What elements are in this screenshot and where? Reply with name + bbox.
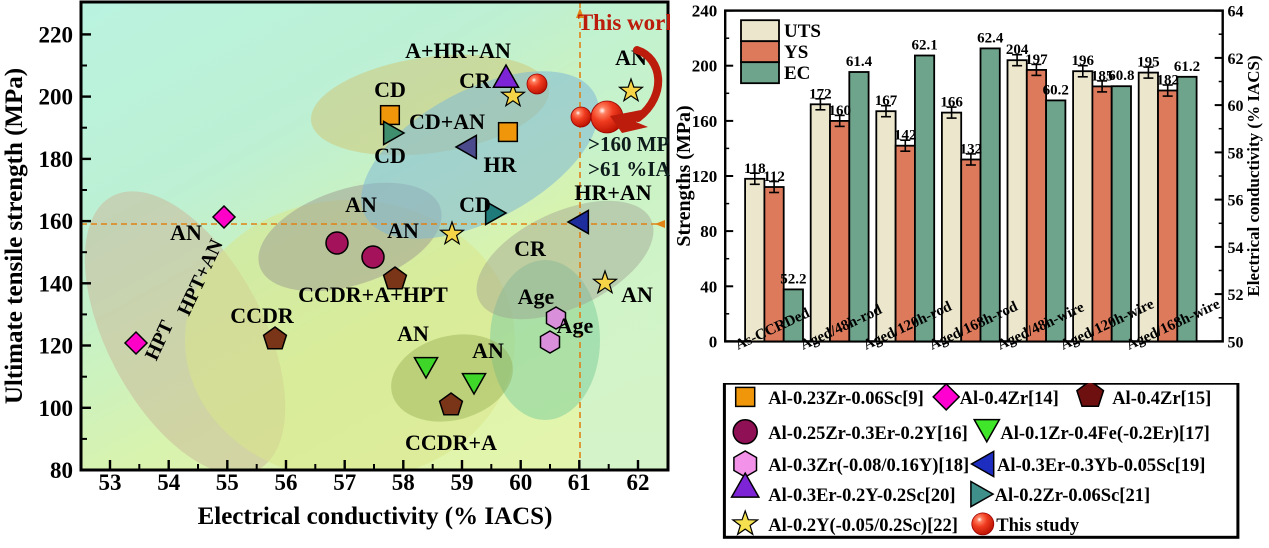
svg-text:CCDR: CCDR — [230, 303, 295, 328]
svg-text:62: 62 — [1228, 51, 1244, 68]
svg-text:This study: This study — [996, 516, 1080, 536]
svg-text:CR: CR — [514, 236, 547, 261]
svg-text:>61 %IACS: >61 %IACS — [588, 157, 670, 181]
svg-text:AN: AN — [387, 218, 419, 243]
svg-text:60: 60 — [1228, 98, 1244, 115]
svg-text:200: 200 — [692, 57, 718, 76]
svg-text:40: 40 — [700, 277, 717, 296]
svg-text:CCDR+A+HPT: CCDR+A+HPT — [298, 282, 448, 307]
svg-text:Al-0.4Zr[14]: Al-0.4Zr[14] — [960, 389, 1059, 409]
svg-text:120: 120 — [692, 167, 718, 186]
svg-text:52.2: 52.2 — [780, 271, 806, 287]
svg-text:Al-0.3Er-0.2Y-0.2Sc[20]: Al-0.3Er-0.2Y-0.2Sc[20] — [768, 486, 955, 506]
svg-text:>160 MPa: >160 MPa — [588, 132, 670, 156]
svg-text:58: 58 — [392, 470, 415, 495]
svg-text:UTS: UTS — [784, 21, 821, 42]
svg-text:61.2: 61.2 — [1174, 59, 1200, 75]
svg-text:Al-0.3Zr(-0.08/0.16Y)[18]: Al-0.3Zr(-0.08/0.16Y)[18] — [768, 456, 969, 476]
svg-text:Strengths (MPa): Strengths (MPa) — [673, 105, 695, 246]
svg-text:80: 80 — [50, 458, 73, 483]
svg-text:Al-0.1Zr-0.4Fe(-0.2Er)[17]: Al-0.1Zr-0.4Fe(-0.2Er)[17] — [1000, 424, 1209, 444]
svg-text:Al-0.2Y(-0.05/0.2Sc)[22]: Al-0.2Y(-0.05/0.2Sc)[22] — [768, 516, 958, 536]
svg-text:80: 80 — [700, 222, 717, 241]
svg-text:HR+AN: HR+AN — [574, 180, 651, 205]
svg-text:Electrical conductivity (% IAC: Electrical conductivity (% IACS) — [1244, 55, 1263, 296]
svg-text:CCDR+A: CCDR+A — [405, 430, 497, 455]
svg-text:HR: HR — [484, 152, 518, 177]
svg-text:CD: CD — [374, 77, 406, 102]
svg-text:59: 59 — [451, 470, 474, 495]
svg-text:YS: YS — [784, 42, 808, 63]
svg-text:57: 57 — [333, 470, 356, 495]
svg-text:62.1: 62.1 — [911, 38, 937, 54]
svg-text:CR: CR — [459, 68, 492, 93]
svg-text:AN: AN — [170, 220, 202, 245]
svg-text:CD: CD — [374, 143, 406, 168]
svg-text:Al-0.4Zr[15]: Al-0.4Zr[15] — [1112, 389, 1211, 409]
svg-text:Al-0.3Er-0.3Yb-0.05Sc[19]: Al-0.3Er-0.3Yb-0.05Sc[19] — [997, 456, 1205, 476]
svg-text:140: 140 — [39, 271, 74, 296]
svg-text:200: 200 — [39, 85, 74, 110]
svg-text:60: 60 — [509, 470, 532, 495]
svg-text:55: 55 — [216, 470, 239, 495]
svg-text:58: 58 — [1228, 145, 1244, 162]
svg-text:180: 180 — [39, 147, 74, 172]
svg-text:50: 50 — [1228, 334, 1244, 351]
svg-text:61: 61 — [568, 470, 591, 495]
svg-text:56: 56 — [1228, 193, 1244, 210]
svg-text:56: 56 — [275, 470, 298, 495]
svg-text:Age: Age — [557, 313, 594, 338]
svg-text:0: 0 — [709, 332, 718, 351]
svg-text:60.8: 60.8 — [1108, 68, 1134, 84]
svg-text:100: 100 — [39, 396, 74, 421]
svg-text:54: 54 — [157, 470, 181, 495]
svg-text:AN: AN — [397, 321, 429, 346]
svg-text:Electrical conductivity (% IAC: Electrical conductivity (% IACS) — [198, 503, 553, 530]
svg-text:Al-0.2Zr-0.06Sc[21]: Al-0.2Zr-0.06Sc[21] — [995, 486, 1151, 506]
svg-text:54: 54 — [1228, 240, 1244, 257]
svg-text:62.4: 62.4 — [977, 30, 1004, 46]
svg-text:CD+AN: CD+AN — [409, 109, 485, 134]
svg-text:62: 62 — [627, 470, 650, 495]
svg-text:EC: EC — [784, 63, 810, 84]
svg-text:120: 120 — [39, 334, 74, 359]
svg-text:Al-0.25Zr-0.3Er-0.2Y[16]: Al-0.25Zr-0.3Er-0.2Y[16] — [768, 424, 968, 444]
svg-text:Ultimate tensile strength (MPa: Ultimate tensile strength (MPa) — [1, 68, 28, 404]
svg-text:AN: AN — [621, 282, 653, 307]
svg-text:220: 220 — [39, 22, 74, 47]
svg-text:53: 53 — [99, 470, 122, 495]
svg-text:AN: AN — [345, 192, 377, 217]
svg-text:240: 240 — [692, 2, 718, 21]
svg-text:64: 64 — [1228, 4, 1244, 21]
svg-text:AN: AN — [472, 338, 504, 363]
svg-text:This work: This work — [578, 10, 670, 35]
svg-text:60.2: 60.2 — [1043, 82, 1069, 98]
svg-text:Al-0.23Zr-0.06Sc[9]: Al-0.23Zr-0.06Sc[9] — [768, 389, 924, 409]
svg-text:52: 52 — [1228, 287, 1244, 304]
svg-text:61.4: 61.4 — [846, 54, 873, 70]
svg-text:A+HR+AN: A+HR+AN — [405, 38, 511, 63]
svg-text:CD: CD — [459, 192, 491, 217]
svg-text:Age: Age — [518, 284, 555, 309]
svg-text:160: 160 — [39, 209, 74, 234]
svg-text:160: 160 — [692, 112, 718, 131]
